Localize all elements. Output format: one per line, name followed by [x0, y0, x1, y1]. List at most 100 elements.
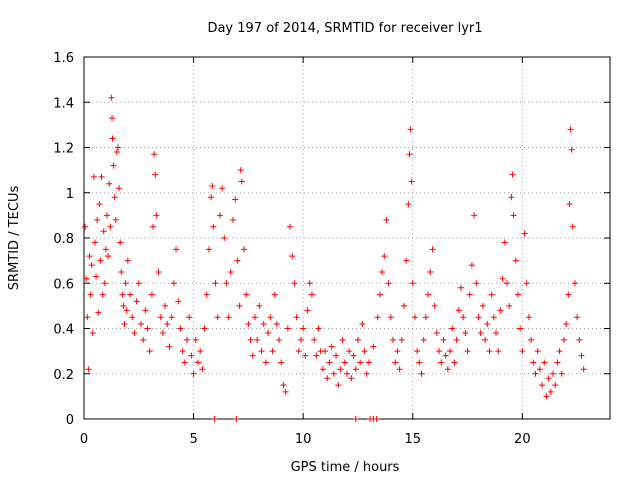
data-point: [254, 336, 261, 343]
data-point: [495, 348, 502, 355]
data-point: [567, 126, 574, 133]
data-point: [528, 336, 535, 343]
data-point: [295, 348, 302, 355]
data-point: [118, 268, 125, 275]
data-point: [84, 314, 91, 321]
data-point: [234, 257, 241, 264]
data-point: [405, 201, 412, 208]
data-point: [151, 151, 158, 158]
data-point: [133, 298, 140, 305]
data-point: [488, 291, 495, 298]
data-point: [219, 185, 226, 192]
data-point: [376, 291, 383, 298]
data-point: [199, 366, 206, 373]
data-point: [352, 366, 359, 373]
data-point: [106, 180, 113, 187]
y-tick-label: 1: [66, 187, 74, 202]
data-point: [93, 273, 100, 280]
data-point: [440, 336, 447, 343]
data-point: [90, 173, 97, 180]
data-point: [203, 291, 210, 298]
data-point: [184, 336, 191, 343]
data-point: [414, 348, 421, 355]
data-point: [510, 212, 517, 219]
data-point: [387, 314, 394, 321]
data-point: [148, 291, 155, 298]
data-point: [249, 352, 256, 359]
data-point: [370, 343, 377, 350]
data-point: [137, 320, 144, 327]
data-point: [519, 348, 526, 355]
data-point: [83, 275, 90, 282]
data-point: [278, 359, 285, 366]
data-point: [346, 348, 353, 355]
data-point: [107, 223, 114, 230]
data-point: [534, 348, 541, 355]
data-point: [190, 370, 197, 377]
data-point: [501, 239, 508, 246]
data-point: [179, 348, 186, 355]
data-point: [569, 223, 576, 230]
data-point: [560, 336, 567, 343]
data-point: [209, 182, 216, 189]
data-point: [547, 388, 554, 395]
data-point: [425, 291, 432, 298]
data-point: [245, 320, 252, 327]
data-point: [427, 268, 434, 275]
y-axis-title: SRMTID / TECUs: [7, 186, 22, 291]
data-point: [109, 135, 116, 142]
data-point: [157, 314, 164, 321]
data-point: [568, 146, 575, 153]
data-point: [468, 262, 475, 269]
data-point: [517, 325, 524, 332]
data-point: [131, 330, 138, 337]
data-point: [210, 223, 217, 230]
data-point: [436, 348, 443, 355]
data-point: [150, 223, 157, 230]
y-tick-label: 1.4: [53, 96, 74, 111]
baseline-point: [233, 416, 240, 422]
data-point: [324, 375, 331, 382]
data-point: [473, 280, 480, 287]
data-point: [276, 336, 283, 343]
data-point: [282, 388, 289, 395]
x-tick-label: 20: [514, 432, 531, 447]
data-point: [462, 330, 469, 337]
data-point: [86, 253, 93, 260]
data-point: [232, 196, 239, 203]
y-tick-label: 0: [66, 413, 74, 428]
data-point: [104, 212, 111, 219]
data-point: [438, 359, 445, 366]
data-point: [153, 212, 160, 219]
data-point: [482, 336, 489, 343]
data-point: [117, 239, 124, 246]
data-point: [97, 257, 104, 264]
data-point: [337, 366, 344, 373]
data-point: [271, 291, 278, 298]
data-point: [212, 280, 219, 287]
data-point: [359, 320, 366, 327]
data-point: [576, 336, 583, 343]
data-point: [225, 314, 232, 321]
data-point: [477, 330, 484, 337]
data-point: [181, 359, 188, 366]
data-point: [493, 330, 500, 337]
data-point: [486, 348, 493, 355]
y-tick-label: 0.4: [53, 323, 74, 338]
data-point: [227, 268, 234, 275]
data-point: [554, 359, 561, 366]
data-point: [344, 370, 350, 377]
data-point: [300, 325, 307, 332]
data-point: [88, 262, 95, 269]
data-point: [385, 280, 392, 287]
data-point: [506, 302, 513, 309]
data-point: [543, 393, 550, 400]
data-point: [580, 366, 587, 373]
data-point: [129, 314, 136, 321]
data-point: [119, 291, 126, 298]
data-point: [330, 370, 337, 377]
data-point: [394, 348, 401, 355]
data-point: [122, 280, 129, 287]
data-point: [453, 336, 460, 343]
